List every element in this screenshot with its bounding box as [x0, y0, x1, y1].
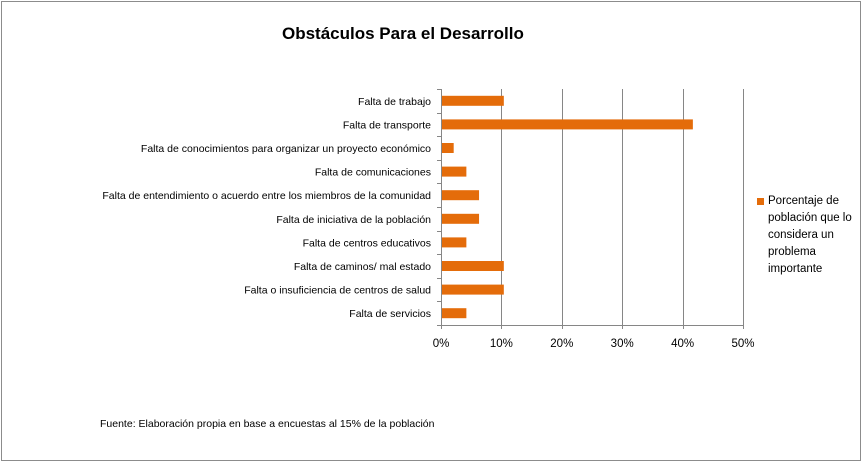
- category-label: Falta o insuficiencia de centros de salu…: [244, 285, 431, 297]
- bar: [442, 119, 693, 130]
- bar: [442, 190, 480, 201]
- chart-title: Obstáculos Para el Desarrollo: [282, 24, 524, 43]
- source-note: Fuente: Elaboración propia en base a enc…: [100, 418, 435, 430]
- bar: [442, 237, 467, 248]
- category-label: Falta de centros educativos: [303, 237, 431, 249]
- category-label: Falta de caminos/ mal estado: [294, 261, 431, 273]
- legend-label: Porcentaje de población que lo considera…: [768, 195, 852, 275]
- x-tick-label: 0%: [433, 338, 450, 350]
- bar: [442, 166, 467, 177]
- bar: [442, 213, 480, 224]
- category-label: Falta de comunicaciones: [315, 167, 431, 179]
- category-label: Falta de servicios: [349, 308, 431, 320]
- category-label: Falta de conocimientos para organizar un…: [141, 143, 431, 155]
- category-label: Falta de trabajo: [358, 96, 431, 108]
- x-tick-label: 40%: [671, 338, 694, 350]
- bar: [442, 143, 454, 153]
- category-label: Falta de iniciativa de la población: [276, 214, 431, 226]
- bar: [442, 95, 504, 106]
- x-tick-label: 50%: [731, 338, 754, 350]
- category-label: Falta de entendimiento o acuerdo entre l…: [102, 190, 431, 202]
- category-label: Falta de transporte: [343, 119, 431, 131]
- bar: [442, 261, 504, 271]
- x-tick-label: 30%: [611, 338, 634, 350]
- bar: [442, 284, 504, 295]
- x-tick-label: 10%: [490, 338, 513, 350]
- bar: [442, 308, 467, 319]
- legend-swatch: [757, 198, 764, 205]
- x-tick-label: 20%: [550, 338, 573, 350]
